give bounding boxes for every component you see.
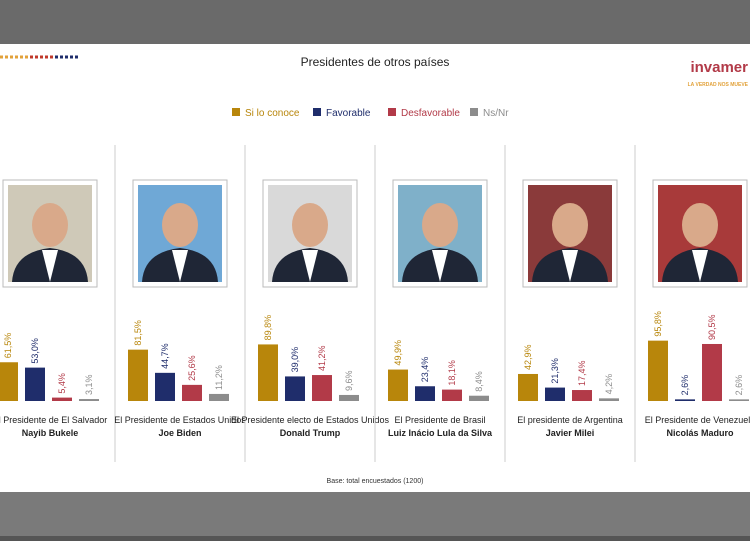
bar [339,394,359,401]
photo-shirt [172,250,188,282]
bar [675,399,695,401]
bar [128,349,148,401]
bar [0,362,18,401]
photo-head [292,203,328,247]
value-label: 2,6% [680,375,690,396]
value-label: 3,1% [84,375,94,396]
value-label: 41,2% [317,346,327,372]
value-label: 61,5% [3,333,13,359]
category-label: El presidente de Argentina [517,415,623,425]
category-name: Nicolás Maduro [666,428,734,438]
value-label: 81,5% [133,320,143,346]
photo [132,179,228,288]
category-name: Joe Biden [158,428,201,438]
value-label: 9,6% [344,370,354,391]
photo-shirt [302,250,318,282]
bar [415,386,435,401]
bar [209,393,229,401]
legend-label: Desfavorable [401,108,460,119]
bar [388,369,408,401]
bar [285,376,305,401]
bar [599,398,619,401]
value-label: 5,4% [57,373,67,394]
value-label: 53,0% [30,338,40,364]
legend-label: Ns/Nr [483,108,509,119]
bar [155,372,175,401]
photo [522,179,618,288]
photo-shirt [432,250,448,282]
photo-shirt [562,250,578,282]
photo-head [162,203,198,247]
category-label: El Presidente de El Salvador [0,415,107,425]
value-label: 25,6% [187,355,197,381]
category-label: El Presidente de Venezuela [645,415,750,425]
photo-head [552,203,588,247]
photo-head [682,203,718,247]
photo-head [32,203,68,247]
value-label: 39,0% [290,347,300,373]
bar [469,395,489,401]
value-label: 4,2% [604,374,614,395]
photo [392,179,488,288]
legend-swatch [313,108,321,116]
legend-label: Favorable [326,108,371,119]
bar [182,384,202,401]
photo [262,179,358,288]
category-name: Javier Milei [546,428,595,438]
category-label: El Presidente de Brasil [394,415,485,425]
value-label: 18,1% [447,360,457,386]
value-label: 2,6% [734,375,744,396]
bottom-band [0,492,750,536]
value-label: 21,3% [550,358,560,384]
value-label: 44,7% [160,343,170,369]
value-label: 8,4% [474,371,484,392]
top-band [0,0,750,44]
bar [702,343,722,401]
value-label: 89,8% [263,315,273,341]
value-label: 42,9% [523,344,533,370]
bar [729,399,749,401]
value-label: 95,8% [653,311,663,337]
category-label: El Presidente de Estados Unidos [114,415,246,425]
bar [518,373,538,401]
tagline: LA VERDAD NOS MUEVE [688,82,749,88]
value-label: 90,5% [707,314,717,340]
legend-label: Si lo conoce [245,108,300,119]
category-name: Nayib Bukele [22,428,79,438]
category-name: Donald Trump [280,428,341,438]
bar [442,389,462,401]
bar [312,375,332,401]
category-name: Luiz Inácio Lula da Silva [388,428,493,438]
photo-head [422,203,458,247]
photo-shirt [42,250,58,282]
bar [79,399,99,401]
bar [545,387,565,401]
photo [2,179,98,288]
value-label: 11,2% [214,365,224,390]
bar [258,344,278,401]
value-label: 49,9% [393,340,403,366]
category-label: El Presidente electo de Estados Unidos [231,415,390,425]
footnote: Base: total encuestados (1200) [327,478,424,485]
bar [52,397,72,401]
legend-swatch [388,108,396,116]
bar [648,340,668,401]
legend-swatch [232,108,240,116]
brand: invamer [690,59,748,76]
bar [25,367,45,401]
photo [652,179,748,288]
bar [572,390,592,401]
value-label: 23,4% [420,357,430,383]
legend-swatch [470,108,478,116]
chart-title: Presidentes de otros países [301,55,450,69]
value-label: 17,4% [577,361,587,387]
photo-shirt [692,250,708,282]
